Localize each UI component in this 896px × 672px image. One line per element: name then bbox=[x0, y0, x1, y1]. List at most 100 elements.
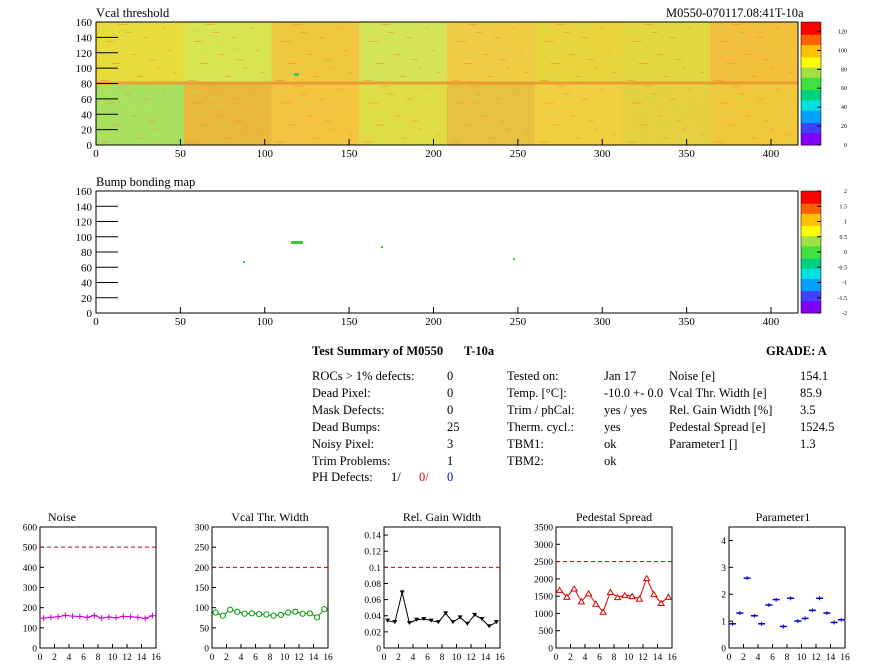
trend-point bbox=[584, 589, 593, 597]
colorscale-cell bbox=[801, 97, 821, 101]
trend-y-label: 0.12 bbox=[364, 548, 381, 558]
map-threshold bbox=[95, 21, 822, 146]
colorscale-cell bbox=[801, 286, 821, 290]
map-texture bbox=[694, 50, 698, 51]
trend-y-label: 2000 bbox=[534, 575, 553, 585]
map-texture bbox=[575, 76, 582, 77]
map-texture bbox=[494, 37, 500, 38]
map-texture bbox=[275, 141, 285, 143]
map-texture bbox=[221, 126, 228, 128]
colorscale-cell bbox=[801, 104, 821, 107]
map-texture bbox=[466, 74, 475, 75]
map-texture bbox=[569, 115, 576, 117]
colorscale-cell bbox=[801, 95, 821, 99]
map-texture bbox=[425, 28, 429, 29]
colorscale-cell bbox=[801, 60, 821, 64]
map-texture bbox=[745, 115, 752, 117]
trend-x-label: 10 bbox=[280, 653, 290, 663]
condition-label: TBM2: bbox=[507, 454, 544, 468]
map-texture bbox=[559, 96, 569, 98]
map-texture bbox=[246, 78, 250, 79]
map-texture bbox=[112, 124, 121, 126]
trend-x-label: 16 bbox=[323, 653, 333, 663]
map-texture bbox=[236, 59, 243, 60]
map-texture bbox=[641, 135, 651, 137]
trend-point bbox=[428, 618, 434, 623]
trend-point bbox=[292, 608, 299, 615]
map-texture bbox=[472, 35, 481, 36]
colorscale-cell bbox=[801, 71, 821, 74]
map-texture bbox=[522, 61, 525, 62]
map-texture bbox=[324, 59, 331, 60]
map-texture bbox=[638, 124, 648, 126]
map-texture bbox=[504, 56, 507, 57]
colorscale-cell bbox=[801, 22, 821, 25]
trend-plot-rel-gain-width: Rel. Gain Width bbox=[383, 510, 501, 649]
colorscale-label: 60 bbox=[841, 86, 847, 92]
trend-x-label: 0 bbox=[38, 653, 43, 663]
condition-label: Temp. [°C]: bbox=[507, 386, 567, 400]
map-texture bbox=[739, 32, 746, 33]
map-texture bbox=[569, 54, 576, 55]
map-texture bbox=[587, 59, 594, 60]
trend-point bbox=[464, 621, 470, 626]
map-texture bbox=[293, 85, 303, 87]
map-texture bbox=[394, 54, 401, 55]
trend-x-label: 14 bbox=[309, 653, 319, 663]
metric-value: 154.1 bbox=[800, 369, 829, 383]
trend-point bbox=[113, 614, 120, 621]
map-texture bbox=[434, 61, 438, 62]
map-texture bbox=[118, 24, 127, 25]
trend-point bbox=[392, 620, 398, 625]
map-texture bbox=[400, 76, 407, 77]
map-texture bbox=[431, 50, 435, 51]
map-texture bbox=[300, 93, 307, 95]
map-texture bbox=[779, 39, 783, 40]
map-texture bbox=[384, 96, 394, 98]
trend-x-label: 16 bbox=[667, 653, 677, 663]
map-texture bbox=[691, 39, 695, 40]
map-texture bbox=[726, 63, 736, 64]
colorscale-cell bbox=[801, 34, 821, 37]
trend-point bbox=[62, 612, 69, 619]
module-id: M0550-070117.08:41T-10a bbox=[666, 6, 804, 20]
map-x-label: 350 bbox=[678, 148, 695, 160]
map-texture bbox=[221, 65, 228, 66]
trend-x-label: 6 bbox=[81, 653, 86, 663]
trend-point bbox=[613, 593, 622, 601]
map-texture bbox=[112, 63, 121, 64]
map-y-label: 20 bbox=[81, 293, 93, 305]
trend-y-label: 3000 bbox=[534, 541, 553, 551]
map-texture bbox=[556, 85, 566, 87]
map-texture bbox=[416, 117, 420, 119]
colorscale-cell bbox=[801, 124, 821, 128]
ph-defects-value-3: 0 bbox=[447, 470, 454, 484]
map-texture bbox=[315, 87, 322, 89]
map-texture bbox=[349, 72, 353, 73]
colorscale-cell bbox=[801, 73, 821, 76]
map-x-label: 250 bbox=[510, 316, 527, 328]
map-texture bbox=[215, 104, 222, 106]
map-texture bbox=[100, 80, 109, 81]
map-texture bbox=[685, 78, 689, 79]
colorscale-cell bbox=[801, 282, 821, 286]
trend-y-label: 150 bbox=[195, 584, 210, 594]
map-y-label: 160 bbox=[76, 17, 93, 29]
map-texture bbox=[121, 96, 130, 98]
trend-y-label: 500 bbox=[539, 627, 554, 637]
trend-point bbox=[219, 612, 226, 619]
colorscale-cell bbox=[801, 24, 821, 27]
map-texture bbox=[346, 122, 350, 124]
map-texture bbox=[606, 111, 610, 113]
trend-title: Parameter1 bbox=[756, 510, 811, 524]
map-texture bbox=[252, 39, 256, 40]
trend-y-label: 0.06 bbox=[364, 596, 381, 606]
colorscale-cell bbox=[801, 298, 821, 302]
colorscale-cell bbox=[801, 199, 821, 202]
map-texture bbox=[500, 120, 506, 122]
condition-label: TBM1: bbox=[507, 437, 544, 451]
map-texture bbox=[437, 133, 441, 135]
trend-x-label: 2 bbox=[224, 653, 229, 663]
map-texture bbox=[597, 139, 601, 141]
map-texture bbox=[394, 115, 401, 117]
